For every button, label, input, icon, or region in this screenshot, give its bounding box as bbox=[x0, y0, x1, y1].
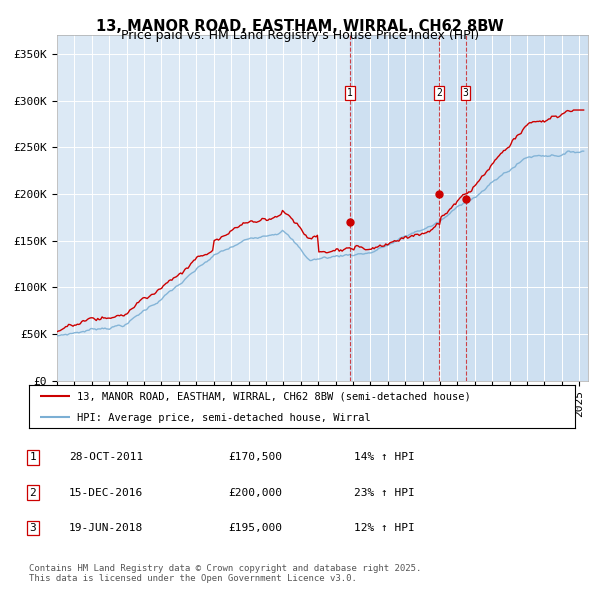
Text: 12% ↑ HPI: 12% ↑ HPI bbox=[354, 523, 415, 533]
Text: 2: 2 bbox=[29, 488, 37, 497]
Bar bbox=[350, 35, 588, 381]
Text: £200,000: £200,000 bbox=[228, 488, 282, 497]
Text: £195,000: £195,000 bbox=[228, 523, 282, 533]
Text: 13, MANOR ROAD, EASTHAM, WIRRAL, CH62 8BW: 13, MANOR ROAD, EASTHAM, WIRRAL, CH62 8B… bbox=[96, 19, 504, 34]
Text: 28-OCT-2011: 28-OCT-2011 bbox=[69, 453, 143, 462]
Text: HPI: Average price, semi-detached house, Wirral: HPI: Average price, semi-detached house,… bbox=[77, 413, 371, 423]
Text: £170,500: £170,500 bbox=[228, 453, 282, 462]
Text: 3: 3 bbox=[29, 523, 37, 533]
Text: 19-JUN-2018: 19-JUN-2018 bbox=[69, 523, 143, 533]
Text: 13, MANOR ROAD, EASTHAM, WIRRAL, CH62 8BW (semi-detached house): 13, MANOR ROAD, EASTHAM, WIRRAL, CH62 8B… bbox=[77, 392, 470, 402]
Text: 23% ↑ HPI: 23% ↑ HPI bbox=[354, 488, 415, 497]
Text: 3: 3 bbox=[463, 88, 469, 99]
Text: 1: 1 bbox=[347, 88, 353, 99]
Text: 15-DEC-2016: 15-DEC-2016 bbox=[69, 488, 143, 497]
Text: Contains HM Land Registry data © Crown copyright and database right 2025.
This d: Contains HM Land Registry data © Crown c… bbox=[29, 563, 421, 583]
Text: 1: 1 bbox=[29, 453, 37, 462]
Text: Price paid vs. HM Land Registry's House Price Index (HPI): Price paid vs. HM Land Registry's House … bbox=[121, 30, 479, 42]
Text: 2: 2 bbox=[436, 88, 442, 99]
Text: 14% ↑ HPI: 14% ↑ HPI bbox=[354, 453, 415, 462]
